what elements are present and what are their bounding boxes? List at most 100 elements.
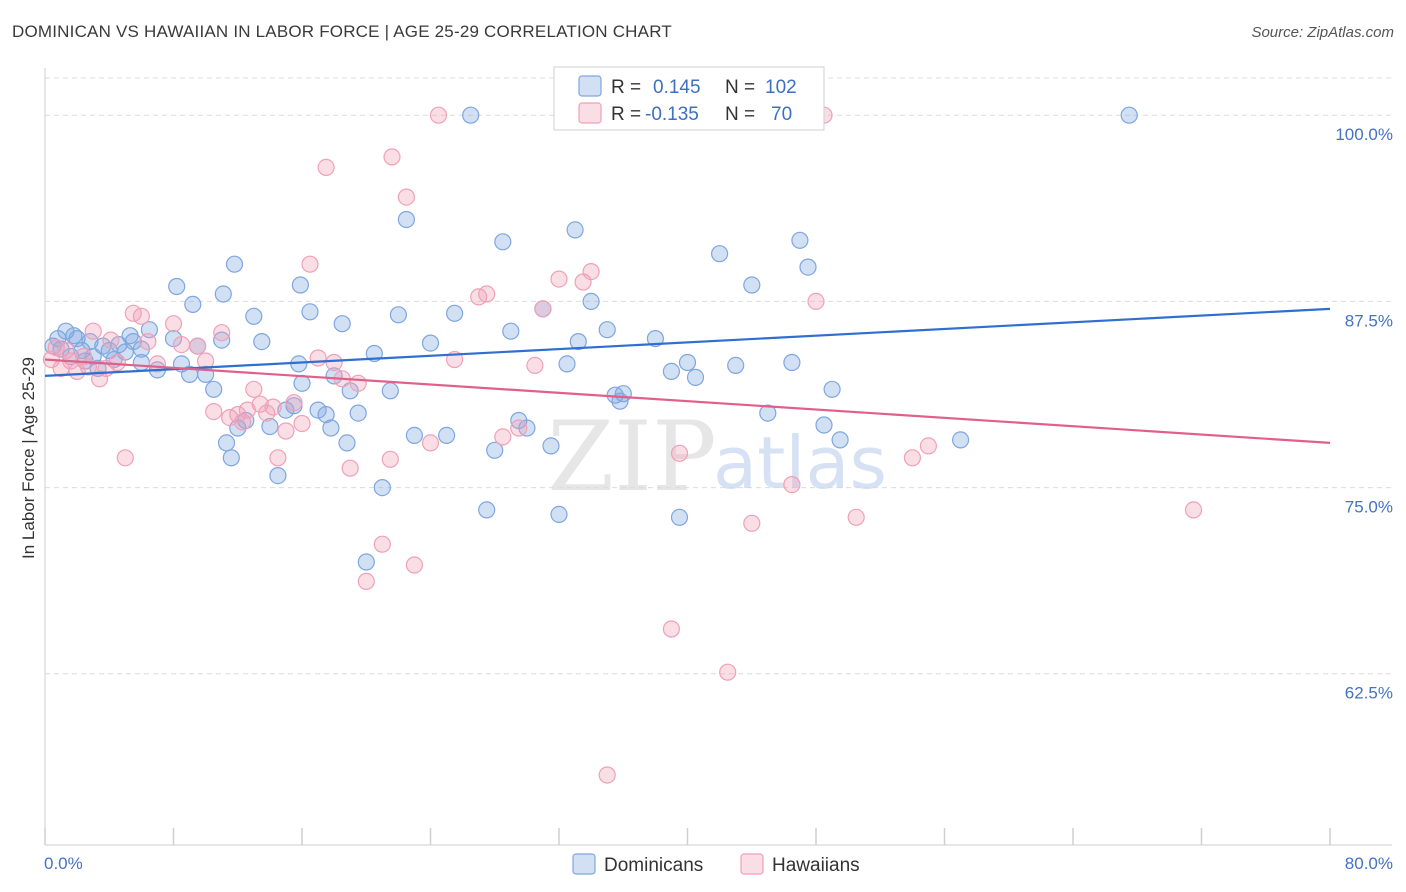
watermark-zip: ZIP <box>547 401 716 513</box>
bottom-legend-swatch-dominicans[interactable] <box>572 853 596 875</box>
y-tick-label-0: 62.5% <box>1345 684 1393 703</box>
dominican-point-81 <box>670 508 689 526</box>
legend-r-label-1: R = <box>611 77 641 98</box>
watermark-atlas: atlas <box>713 421 887 505</box>
hawaiian-point-8 <box>84 322 102 340</box>
axes <box>44 68 1392 846</box>
hawaiian-point-9 <box>90 370 109 388</box>
hawaiian-point-39 <box>325 353 343 372</box>
hawaiian-point-3 <box>57 341 75 360</box>
hawaiian-point-44 <box>373 535 391 553</box>
hawaiian-point-71 <box>919 437 938 455</box>
hawaiian-point-19 <box>172 336 191 354</box>
dominican-point-94 <box>951 431 970 449</box>
gridlines <box>45 77 1392 675</box>
dominican-point-93 <box>831 431 849 449</box>
dominican-point-5 <box>65 327 83 345</box>
hawaiian-point-60 <box>582 263 600 281</box>
hawaiian-point-65 <box>743 514 761 532</box>
hawaiian-point-29 <box>251 395 269 413</box>
dominican-point-52 <box>373 479 391 497</box>
dominican-point-40 <box>293 374 311 392</box>
bottom-legend-hawaiians[interactable]: Hawaiians <box>772 855 860 876</box>
dominican-point-27 <box>205 380 223 398</box>
hawaiian-point-47 <box>397 188 415 206</box>
bottom-legend-dominicans[interactable]: Dominicans <box>604 855 703 876</box>
dominican-point-91 <box>815 416 833 434</box>
dominican-point-49 <box>349 404 367 422</box>
dominican-point-85 <box>727 356 745 374</box>
hawaiian-point-28 <box>245 380 263 398</box>
dominican-point-70 <box>558 355 576 373</box>
dominican-point-71 <box>566 221 584 239</box>
hawaiian-point-62 <box>662 620 681 638</box>
hawaiian-point-70 <box>903 449 922 467</box>
hawaiian-point-69 <box>847 508 865 526</box>
dominican-point-92 <box>823 380 841 398</box>
hawaiian-point-56 <box>526 356 544 374</box>
x-tick-label-0: 0.0% <box>44 854 83 873</box>
hawaiian-point-61 <box>598 766 616 784</box>
legend-r-value-hawaiians: -0.135 <box>645 104 699 125</box>
dominican-point-84 <box>710 245 729 263</box>
dominican-point-77 <box>614 385 632 403</box>
hawaiian-point-12 <box>108 353 126 372</box>
hawaiian-point-36 <box>301 255 319 273</box>
legend-n-label-2: N = <box>725 104 755 125</box>
dominican-point-56 <box>405 426 423 444</box>
hawaiian-point-57 <box>534 300 552 318</box>
hawaiian-point-22 <box>205 403 223 421</box>
hawaiian-point-1 <box>47 339 65 357</box>
trend-lines <box>44 307 1331 444</box>
dominican-point-95 <box>1120 106 1138 124</box>
hawaiian-point-16 <box>139 333 157 351</box>
y-tick-label-2: 87.5% <box>1345 311 1393 330</box>
legend-r-label-2: R = <box>611 104 641 125</box>
y-tick-label-3: 100.0% <box>1335 125 1393 144</box>
hawaiian-point-66 <box>783 476 801 494</box>
dominican-point-97 <box>168 277 186 296</box>
hawaiian-point-49 <box>421 434 440 452</box>
hawaiian-point-54 <box>494 428 512 446</box>
dominican-point-98 <box>184 295 202 313</box>
hawaiian-point-48 <box>405 556 423 574</box>
dominican-point-90 <box>799 258 817 276</box>
hawaiian-point-32 <box>269 449 287 467</box>
dominican-point-64 <box>502 322 520 340</box>
dominican-point-34 <box>253 333 271 351</box>
x-tick-labels: 0.0% 80.0% <box>44 854 1393 873</box>
hawaiian-point-53 <box>478 285 496 303</box>
source-credit: Source: ZipAtlas.com <box>1251 24 1394 41</box>
hawaiian-point-64 <box>719 663 737 681</box>
dominican-point-54 <box>389 306 407 324</box>
hawaiian-point-50 <box>429 106 448 124</box>
dominican-point-43 <box>317 406 335 424</box>
y-tick-label-1: 75.0% <box>1345 498 1393 517</box>
legend-n-value-hawaiians: 70 <box>771 104 792 125</box>
dominican-point-79 <box>646 330 665 348</box>
hawaiian-point-43 <box>357 572 375 591</box>
hawaiian-point-15 <box>132 307 150 325</box>
dominican-point-89 <box>791 231 809 249</box>
legend-r-value-dominicans: 0.145 <box>653 77 701 98</box>
hawaiian-point-41 <box>341 459 359 477</box>
dominican-point-63 <box>494 233 512 251</box>
bottom-legend-swatch-hawaiians[interactable] <box>740 853 764 875</box>
dominican-point-73 <box>582 292 600 310</box>
hawaiian-point-42 <box>349 374 367 392</box>
hawaiian-point-37 <box>309 349 327 367</box>
dominican-point-101 <box>214 285 232 303</box>
y-tick-labels: 62.5% 75.0% 87.5% 100.0% <box>1335 125 1393 702</box>
hawaiian-point-33 <box>277 422 295 440</box>
hawaiian-point-11 <box>102 331 120 349</box>
hawaiian-point-72 <box>1184 501 1203 519</box>
dominican-point-99 <box>225 255 244 273</box>
hawaiian-point-20 <box>189 337 207 355</box>
hawaiian-point-58 <box>550 270 568 288</box>
dominican-point-61 <box>478 501 496 519</box>
hawaiian-point-67 <box>807 292 825 310</box>
hawaiian-point-35 <box>293 414 311 433</box>
dominican-point-57 <box>421 334 440 352</box>
hawaiian-point-46 <box>383 148 401 166</box>
hawaiian-point-6 <box>74 347 93 366</box>
